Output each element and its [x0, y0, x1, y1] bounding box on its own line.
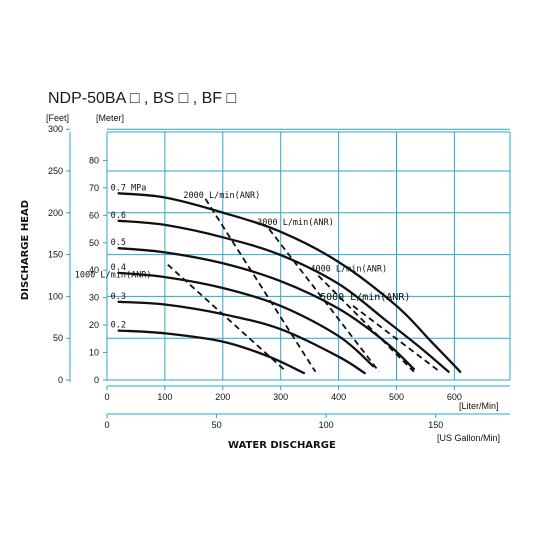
x-tick-label-liter: 100 — [157, 392, 172, 402]
y-tick-label-feet: 0 — [58, 375, 63, 385]
y-tick-label-feet: 250 — [48, 166, 63, 176]
x-tick-label-liter: 400 — [331, 392, 346, 402]
x-tick-label-gallon: 50 — [212, 420, 222, 430]
pressure-label: 0.3 — [111, 292, 126, 302]
curve-labels: 0.7 MPa 0.6 0.5 0.4 0.3 0.2 1000 L/min(ANR) 200… — [75, 183, 411, 330]
y-unit-feet: [Feet] — [46, 113, 69, 123]
pressure-label: 0.6 — [111, 211, 126, 221]
x-ticks-liter: 0 100 200 300 400 500 600 — [104, 392, 461, 402]
pressure-label: 0.5 — [111, 238, 126, 248]
x-unit-liter: [Liter/Min] — [459, 401, 499, 411]
air-flow-label: 3000 L/min(ANR) — [257, 218, 334, 228]
x-tick-label-liter: 0 — [104, 392, 109, 402]
pressure-curve — [117, 300, 366, 375]
air-flow-label: 5000 L/min(ANR) — [320, 292, 410, 303]
x-ticks-gallon: 0 50 100 150 — [104, 420, 443, 430]
y-tick-label-meter: 40 — [89, 265, 99, 275]
air-flow-line — [167, 264, 288, 373]
y-tick-label-meter: 60 — [89, 210, 99, 220]
air-flow-label: 2000 L/min(ANR) — [183, 191, 260, 201]
y-tick-label-meter: 20 — [89, 320, 99, 330]
pressure-curve — [117, 271, 375, 368]
y-tick-label-meter: 80 — [89, 155, 99, 165]
x-tick-label-liter: 200 — [215, 392, 230, 402]
air-flow-line — [317, 275, 415, 373]
x-tick-label-liter: 500 — [389, 392, 404, 402]
y-tick-label-meter: 10 — [89, 348, 99, 358]
x-tick-label-gallon: 150 — [428, 420, 443, 430]
pressure-label: 0.7 MPa — [111, 183, 147, 193]
x-tick-label-liter: 600 — [447, 392, 462, 402]
y-tick-label-feet: 50 — [53, 333, 63, 343]
pressure-curves — [117, 192, 462, 375]
x-axis-label: WATER DISCHARGE — [228, 440, 336, 451]
pressure-curve — [117, 192, 462, 373]
x-tick-label-gallon: 100 — [319, 420, 334, 430]
x-tick-label-liter: 300 — [273, 392, 288, 402]
y-tick-label-feet: 150 — [48, 250, 63, 260]
y-tick-label-feet: 300 — [48, 124, 63, 134]
air-flow-label: 1000 L/min(ANR) — [75, 271, 152, 281]
pressure-label: 0.4 — [111, 263, 126, 273]
y-tick-label-meter: 50 — [89, 238, 99, 248]
y-axis-label: DISCHARGE HEAD — [20, 200, 31, 300]
air-flow-label: 4000 L/min(ANR) — [310, 265, 387, 275]
y-tick-label-feet: 100 — [48, 291, 63, 301]
air-flow-line — [352, 305, 441, 373]
y-ticks-meter: 0 10 20 30 40 50 60 70 80 — [89, 155, 99, 385]
y-tick-label-feet: 200 — [48, 208, 63, 218]
y-unit-meter: [Meter] — [96, 113, 124, 123]
pressure-label: 0.2 — [111, 321, 126, 331]
y-tick-label-meter: 70 — [89, 183, 99, 193]
y-ticks-feet: 0 50 100 150 200 250 300 — [48, 124, 63, 385]
pressure-curve — [117, 219, 450, 373]
air-flow-line — [204, 198, 317, 373]
pressure-curve — [117, 247, 416, 371]
x-tick-label-gallon: 0 — [104, 420, 109, 430]
y-tick-label-meter: 0 — [94, 375, 99, 385]
y-tick-label-meter: 30 — [89, 293, 99, 303]
pressure-curve — [117, 329, 306, 375]
chart-title: NDP-50BA □ , BS □ , BF □ — [48, 90, 236, 107]
x-unit-gallon: [US Gallon/Min] — [437, 433, 500, 443]
